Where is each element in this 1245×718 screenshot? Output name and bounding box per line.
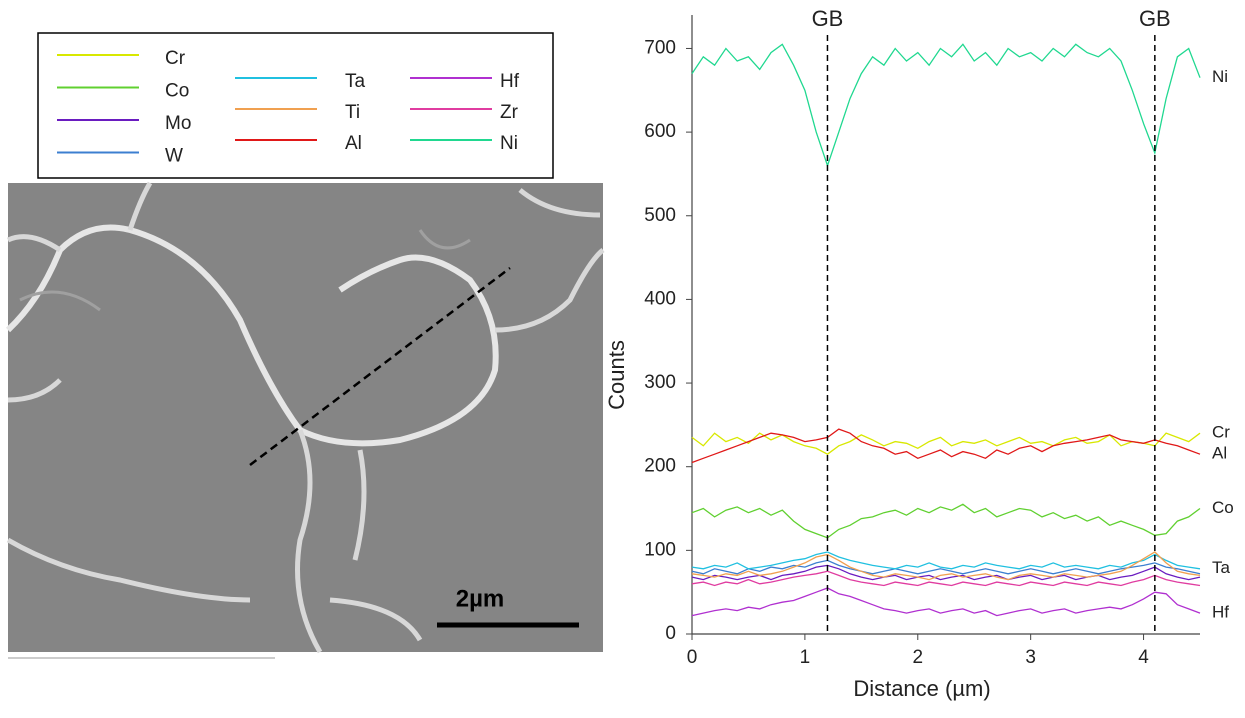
legend-label: Cr — [165, 48, 186, 69]
legend-label: Ta — [345, 71, 366, 92]
series-line — [691, 551, 1201, 570]
end-label: Hf — [1212, 603, 1229, 622]
x-tick-label: 3 — [1025, 647, 1036, 668]
legend-label: Ti — [345, 102, 360, 123]
end-label: Co — [1212, 498, 1234, 517]
x-axis-title: Distance (µm) — [853, 676, 990, 701]
end-label: Ni — [1212, 67, 1228, 86]
y-tick-label: 0 — [665, 623, 676, 644]
legend-label: W — [165, 146, 183, 167]
series-line — [691, 43, 1201, 168]
y-tick-label: 600 — [644, 121, 676, 142]
legend-label: Ni — [500, 133, 518, 154]
annotation-label: GB — [1139, 6, 1171, 31]
y-tick-label: 700 — [644, 37, 676, 58]
series-line — [691, 503, 1201, 539]
y-tick-label: 400 — [644, 288, 676, 309]
y-axis-title: Counts — [604, 340, 629, 410]
legend-label: Mo — [165, 113, 191, 134]
legend-box — [37, 32, 554, 179]
annotation-label: GB — [812, 6, 844, 31]
y-tick-label: 200 — [644, 456, 676, 477]
series-line — [691, 570, 1201, 587]
series-line — [691, 564, 1201, 581]
series-line — [691, 551, 1201, 581]
legend: Cr Co Mo W Ta Ti Al Hf Zr Ni — [57, 48, 520, 167]
legend-label: Zr — [500, 102, 519, 123]
y-tick-label: 500 — [644, 205, 676, 226]
series-line — [691, 432, 1201, 455]
legend-label: Al — [345, 133, 362, 154]
series-line — [691, 587, 1201, 617]
x-tick-label: 4 — [1138, 647, 1149, 668]
scale-bar-label: 2µm — [456, 585, 505, 612]
end-label: Al — [1212, 444, 1227, 463]
legend-label: Co — [165, 81, 189, 102]
y-tick-label: 300 — [644, 372, 676, 393]
series-line — [691, 428, 1201, 464]
sem-image: 2µm — [5, 181, 605, 659]
x-tick-label: 0 — [687, 647, 698, 668]
legend-label: Hf — [500, 71, 520, 92]
plot: 0 100 200 300 400 500 600 700 0 1 2 3 4 GB GB Ni Cr Al Co T… — [644, 6, 1233, 668]
series-line — [691, 559, 1201, 575]
x-tick-label: 1 — [800, 647, 811, 668]
end-label: Cr — [1212, 423, 1230, 442]
y-tick-label: 100 — [644, 539, 676, 560]
x-tick-label: 2 — [912, 647, 923, 668]
end-label: Ta — [1212, 558, 1231, 577]
